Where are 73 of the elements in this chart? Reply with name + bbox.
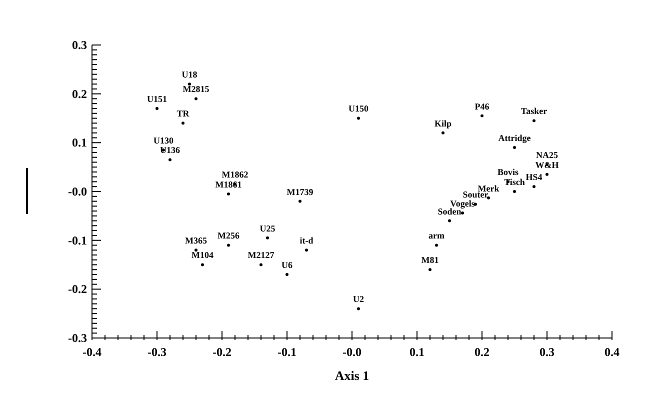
data-label: U130: [154, 135, 174, 146]
x-tick-label: 0.4: [604, 345, 620, 359]
data-label: Merk: [478, 183, 500, 194]
point: [188, 82, 191, 86]
point: [435, 244, 438, 247]
data-label: U2: [353, 294, 364, 304]
data-label: arm: [428, 230, 445, 241]
point: [168, 158, 172, 162]
point: [286, 273, 288, 276]
y-tick-label: -0.2: [68, 282, 87, 296]
data-label: HS4: [526, 172, 543, 182]
data-label: U136: [160, 145, 180, 156]
point: [305, 248, 308, 252]
data-label: U18: [182, 70, 198, 80]
x-axis-title: Axis 1: [334, 368, 370, 383]
point: [546, 172, 548, 176]
point: [532, 185, 536, 188]
point: [201, 263, 204, 266]
x-tick-label: -0.0: [342, 345, 362, 359]
data-label: M81: [421, 255, 440, 266]
point: [461, 211, 464, 214]
data-label: M1862: [222, 170, 249, 180]
x-tick-label: -0.3: [148, 345, 166, 359]
y-tick-label: 0.3: [72, 38, 87, 52]
data-label: M2127: [248, 250, 275, 260]
data-label: M104: [192, 250, 214, 260]
y-tick-label: 0.1: [72, 136, 87, 150]
x-tick-label: 0.1: [410, 345, 424, 359]
point: [428, 268, 432, 272]
point: [182, 122, 184, 125]
data-label: Vogels: [450, 198, 476, 208]
point: [194, 97, 198, 100]
x-tick-label: -0.4: [82, 345, 102, 359]
point: [480, 114, 484, 118]
point: [357, 307, 360, 310]
point: [532, 119, 536, 122]
x-tick-label: -0.2: [212, 345, 232, 359]
data-label: Bovis: [497, 167, 519, 178]
data-label: Attridge: [498, 133, 531, 144]
data-label: U25: [260, 223, 276, 234]
point: [227, 244, 230, 247]
point: [156, 106, 158, 110]
data-label: Tasker: [520, 106, 548, 116]
data-label: U6: [282, 260, 293, 270]
x-tick-label: -0.1: [278, 345, 296, 359]
x-tick-label: 0.3: [540, 345, 554, 359]
point: [227, 192, 230, 196]
data-label: U150: [348, 104, 369, 114]
y-tick-label: -0.1: [68, 233, 87, 248]
point: [266, 236, 269, 240]
data-label: M256: [218, 230, 240, 241]
data-label: M1739: [286, 186, 314, 197]
data-label: TR: [176, 108, 190, 119]
point: [194, 248, 198, 252]
y-tick-label: 0.2: [72, 86, 87, 101]
data-label: P46: [474, 101, 490, 112]
data-label: M1861: [215, 179, 242, 190]
point: [260, 263, 262, 266]
data-label: Kilp: [434, 118, 452, 128]
x-tick-label: 0.2: [474, 345, 490, 359]
point: [448, 219, 451, 222]
data-label: it-d: [300, 236, 314, 246]
point: [513, 146, 516, 150]
point: [513, 190, 516, 193]
data-label: U151: [147, 94, 168, 104]
data-label: NA25: [536, 150, 558, 160]
data-label: M2815: [182, 84, 210, 94]
data-label: M365: [185, 236, 208, 246]
y-tick-label: -0.0: [68, 184, 87, 198]
point: [357, 116, 360, 120]
point: [442, 131, 444, 134]
y-tick-label: -0.3: [68, 331, 87, 345]
point: [298, 200, 302, 203]
